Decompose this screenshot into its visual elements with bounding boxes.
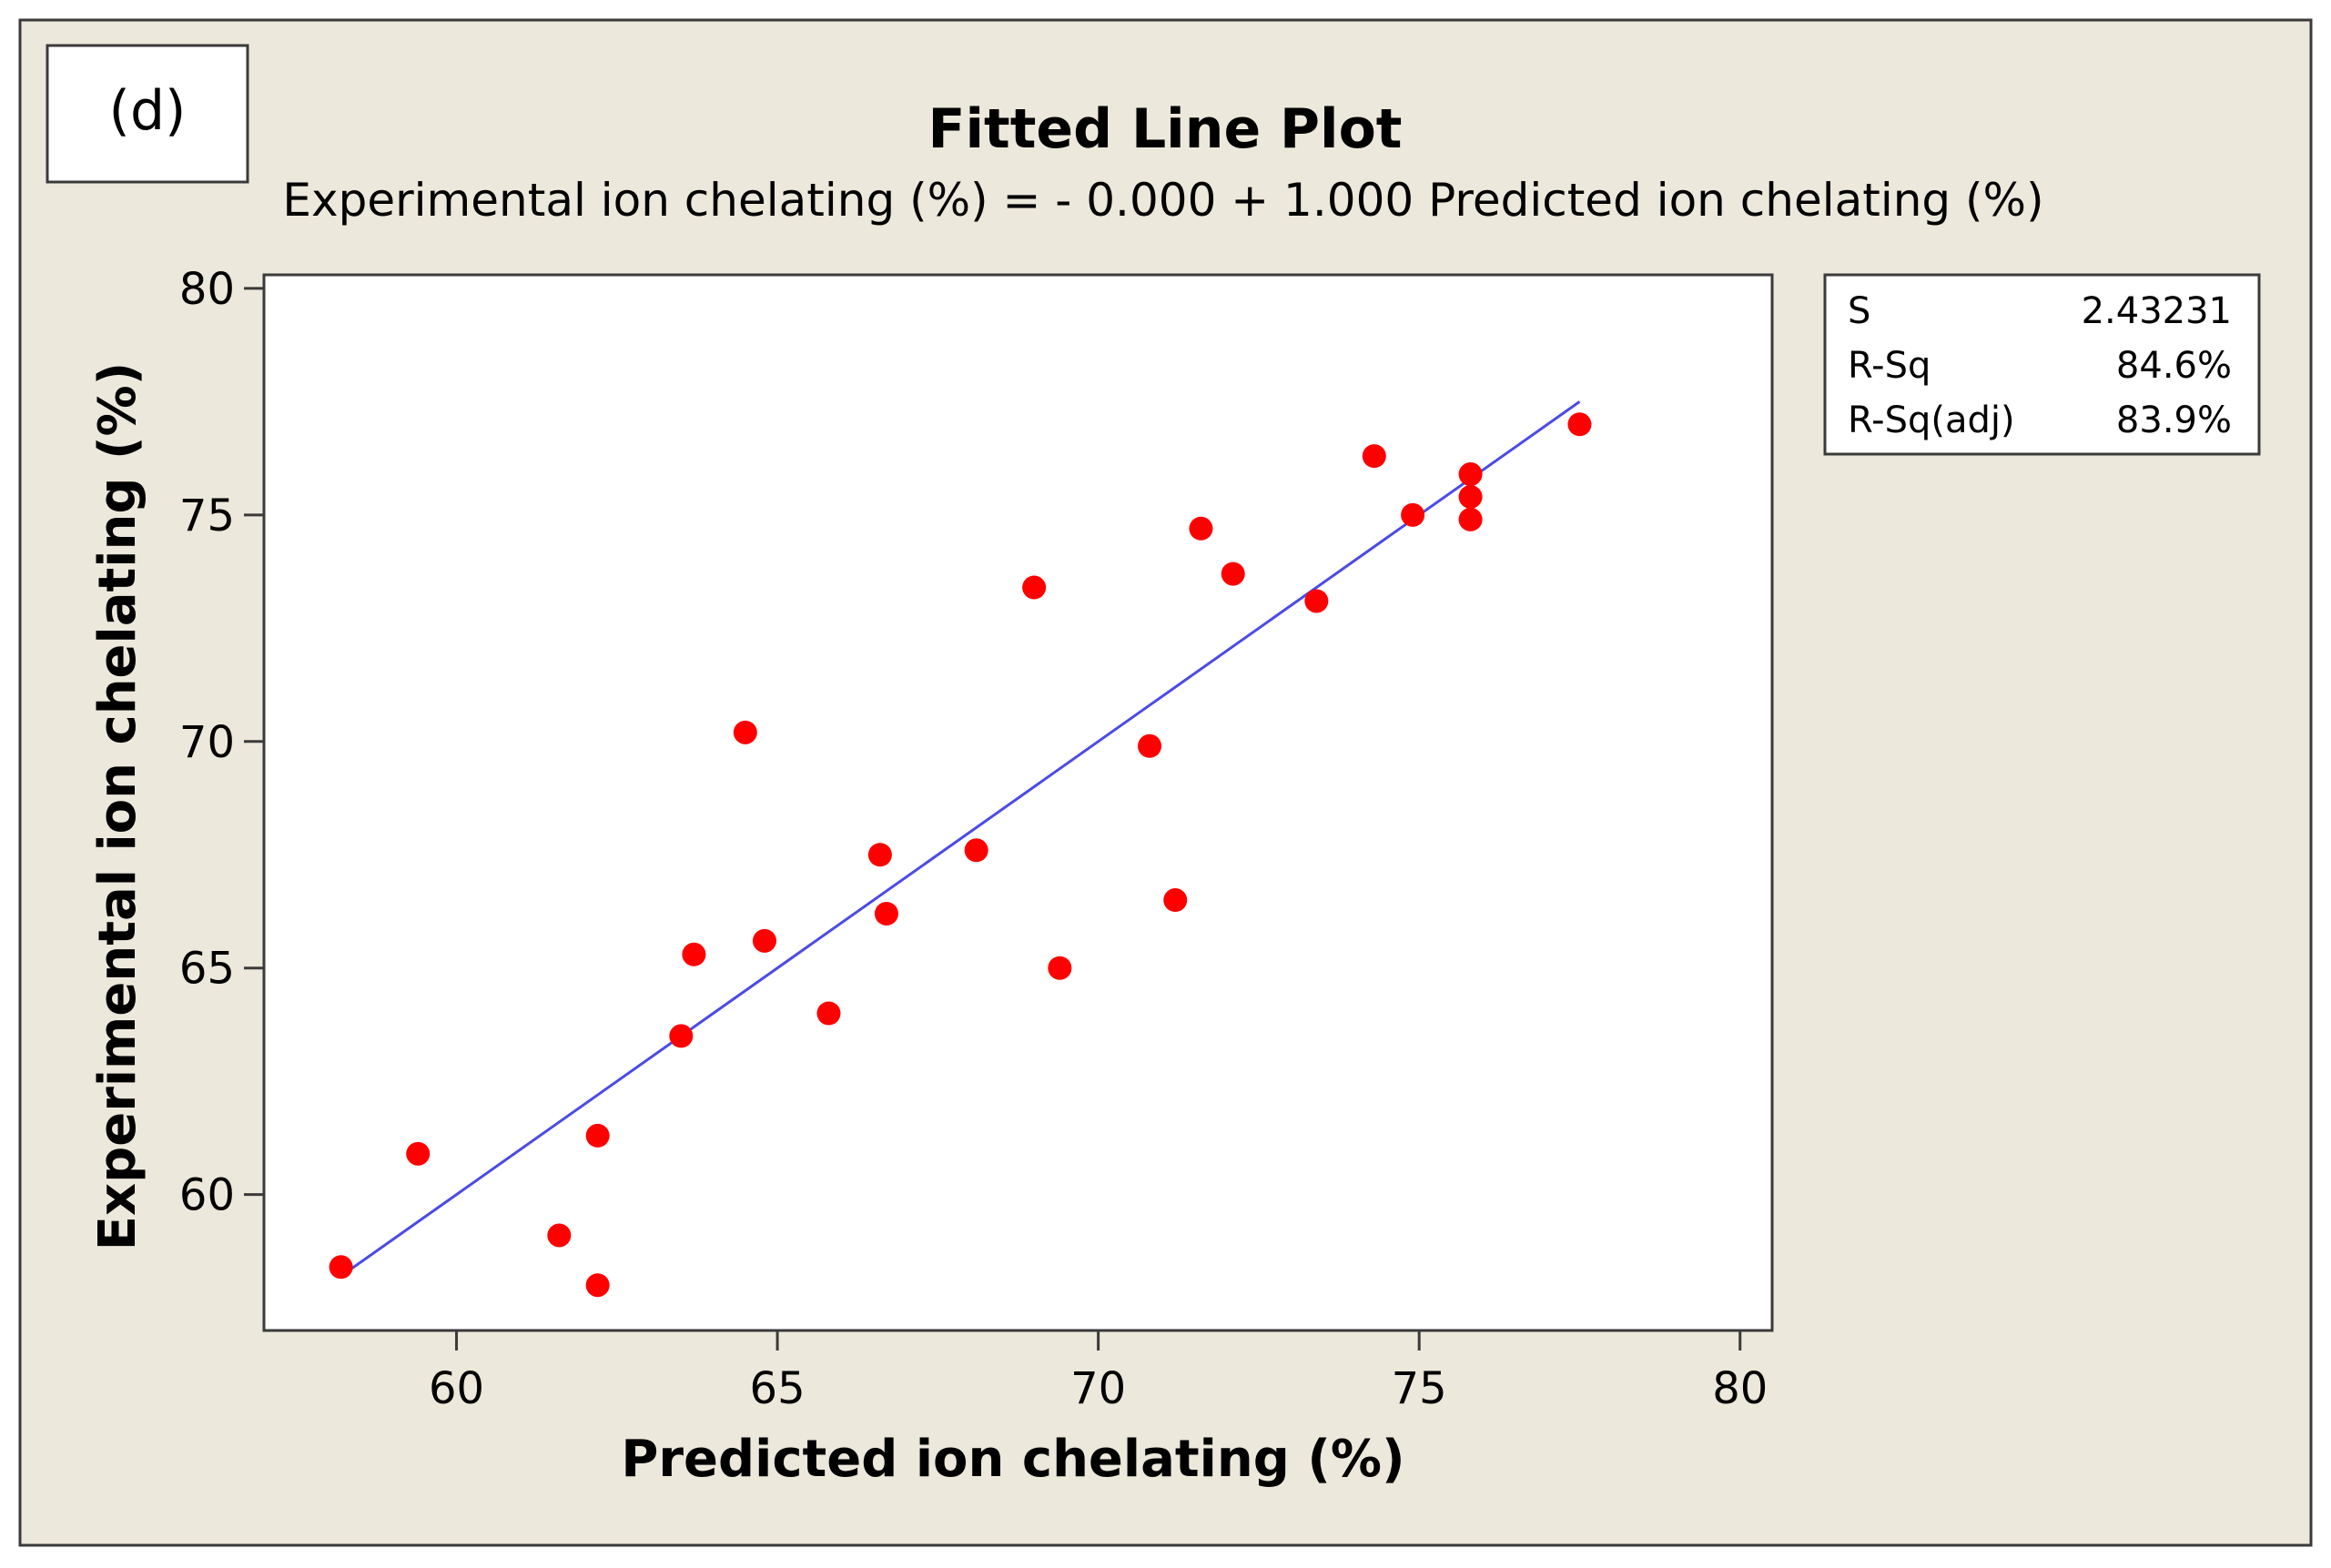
chart-title: Fitted Line Plot [928, 97, 1403, 161]
data-point [733, 720, 757, 744]
data-point [816, 1001, 841, 1026]
data-point [669, 1024, 694, 1048]
chart-subtitle: Experimental ion chelating (%) = - 0.000… [282, 174, 2043, 227]
data-point [406, 1141, 431, 1166]
data-point [1138, 733, 1162, 758]
y-tick-label: 75 [179, 491, 235, 541]
data-point [1458, 507, 1483, 531]
data-point [1304, 589, 1329, 613]
stat-label-rsq: R-Sq [1848, 345, 1931, 387]
y-axis-ticks: 60 65 70 75 80 [179, 264, 264, 1221]
data-point [1221, 561, 1245, 586]
y-tick-label: 65 [179, 944, 235, 995]
data-point [867, 843, 892, 867]
data-point [1189, 516, 1213, 541]
data-point [547, 1223, 572, 1248]
data-point [682, 942, 706, 966]
data-point [1048, 956, 1072, 980]
stats-box-frame [1823, 273, 2261, 456]
stat-label-s: S [1848, 290, 1870, 332]
y-tick-label: 70 [179, 717, 235, 768]
data-point [752, 928, 776, 953]
stat-value-rsq-adj: 83.9% [2116, 400, 2232, 441]
data-point [585, 1123, 610, 1148]
data-point [1567, 412, 1592, 437]
data-point [874, 901, 898, 926]
data-point [1401, 502, 1425, 527]
x-tick-label: 75 [1392, 1363, 1447, 1414]
x-tick-label: 60 [429, 1363, 484, 1414]
data-points [329, 412, 1592, 1298]
data-point [1362, 444, 1386, 469]
data-point [1163, 888, 1188, 913]
x-tick-label: 70 [1070, 1363, 1126, 1414]
fitted-regression-line [340, 400, 1581, 1278]
stats-box: S 2.43231 R-Sq 84.6% R-Sq(adj) 83.9% [1823, 273, 2261, 456]
fit-line-layer [340, 400, 1581, 1278]
stat-label-rsq-adj: R-Sq(adj) [1848, 400, 2015, 441]
y-axis-label: Experimental ion chelating (%) [88, 362, 147, 1250]
panel-label-box [46, 44, 249, 184]
data-point [1022, 575, 1047, 600]
x-tick-label: 80 [1712, 1363, 1768, 1414]
data-point [585, 1273, 610, 1298]
x-axis-ticks: 60 65 70 75 80 [429, 1330, 1768, 1414]
data-point [964, 838, 988, 863]
y-tick-label: 60 [179, 1170, 235, 1221]
data-point [329, 1255, 353, 1280]
y-tick-label: 80 [179, 264, 235, 315]
panel-label: (d) [109, 79, 187, 143]
x-axis-label: Predicted ion chelating (%) [621, 1430, 1404, 1489]
data-point [1458, 484, 1483, 509]
x-tick-label: 65 [750, 1363, 806, 1414]
stat-value-rsq: 84.6% [2116, 345, 2232, 387]
stat-value-s: 2.43231 [2082, 290, 2232, 332]
data-point [1458, 462, 1483, 487]
